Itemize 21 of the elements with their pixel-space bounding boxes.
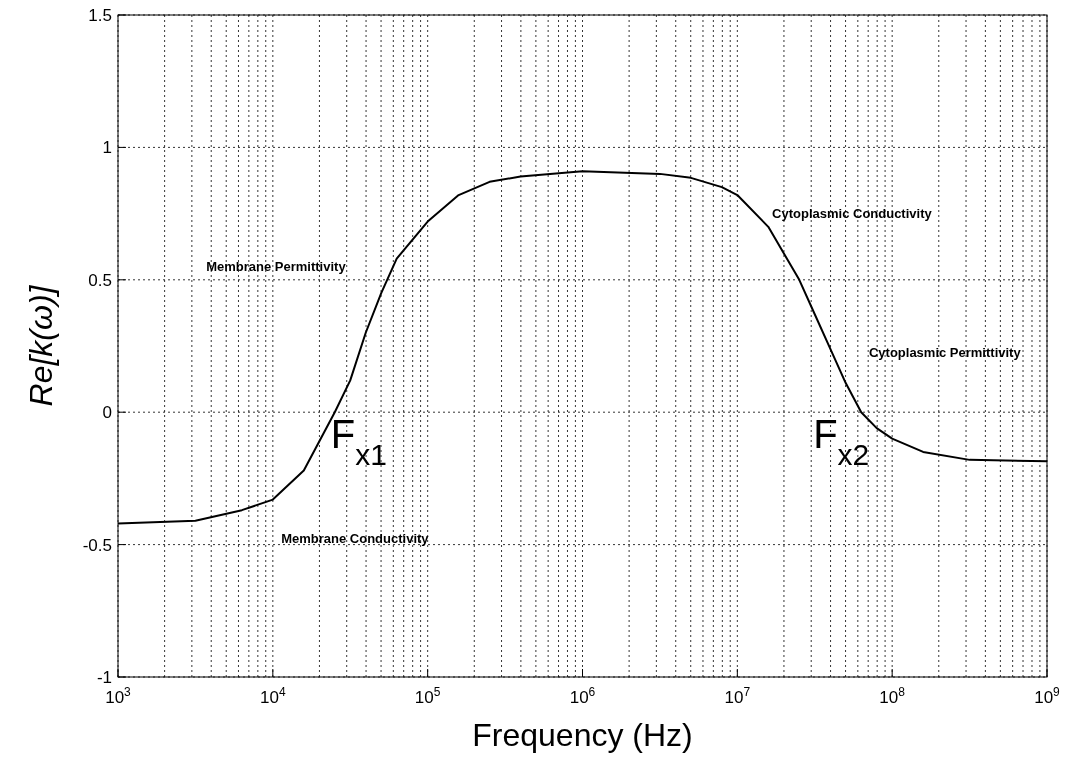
- annotation: F$_{x2}$: [813, 412, 870, 471]
- annotation: Membrane Permittivity: [206, 259, 347, 275]
- y-tick-label: 0: [102, 403, 112, 423]
- x-tick-label: 10$^{9}$: [1034, 685, 1061, 707]
- y-tick-label: -1: [96, 667, 112, 687]
- annotation: F$_{x1}$: [330, 412, 387, 471]
- x-tick-label: 10$^{4}$: [260, 685, 286, 707]
- y-tick-label: 0.5: [88, 270, 112, 290]
- y-tick-label: 1.5: [88, 5, 112, 25]
- x-tick-label: 10$^{8}$: [879, 685, 906, 707]
- x-tick-label: 10$^{6}$: [569, 685, 596, 707]
- y-tick-label: -0.5: [82, 535, 112, 555]
- x-tick-label: 10$^{3}$: [105, 685, 132, 707]
- annotation: Membrane Conductivity: [281, 530, 430, 546]
- y-axis-title: Re[k(ω)]: [23, 284, 59, 407]
- y-tick-label: 1: [102, 138, 112, 158]
- x-tick-label: 10$^{5}$: [414, 685, 441, 707]
- x-tick-label: 10$^{7}$: [724, 685, 751, 707]
- annotation: Cytoplasmic Permittivity: [868, 345, 1022, 361]
- x-axis-title: Frequency (Hz): [472, 717, 693, 753]
- annotation: Cytoplasmic Conductivity: [772, 206, 933, 222]
